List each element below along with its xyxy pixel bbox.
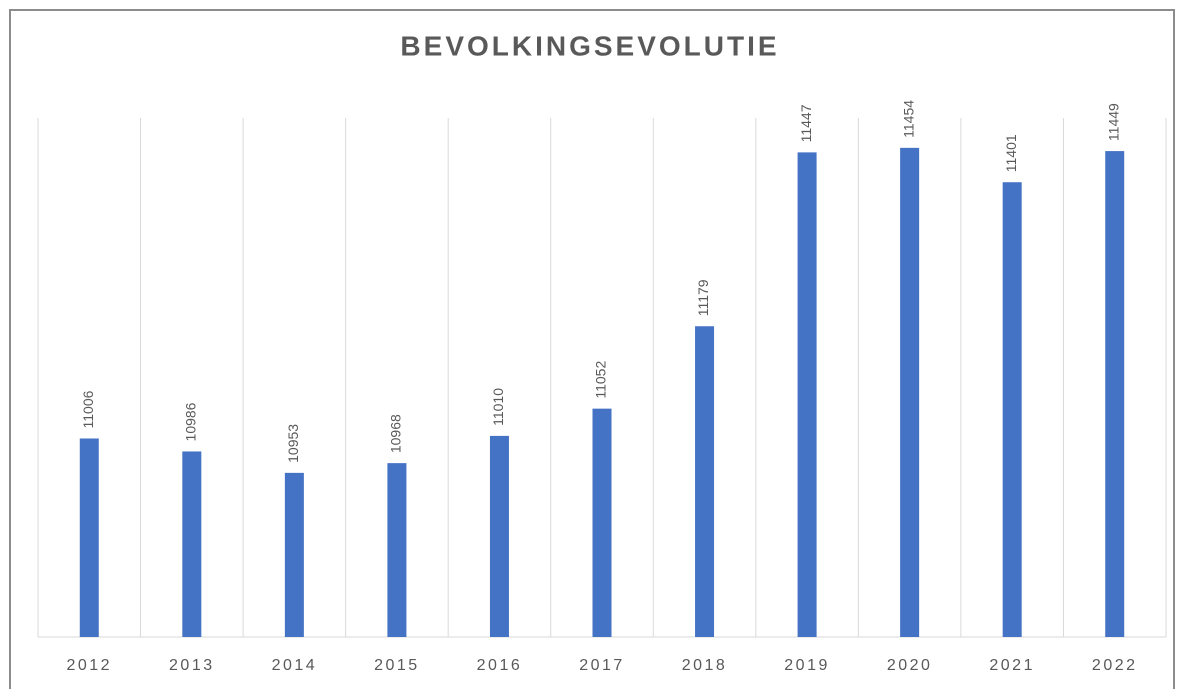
data-label: 11449 <box>1105 103 1121 141</box>
x-tick-label: 2016 <box>477 657 523 674</box>
x-tick-label: 2022 <box>1092 657 1138 674</box>
bar <box>182 451 202 637</box>
bar <box>79 438 99 637</box>
data-label: 11179 <box>695 279 711 316</box>
bar <box>797 152 817 638</box>
bar <box>489 435 509 637</box>
data-label: 10968 <box>388 414 404 453</box>
bar <box>1002 182 1022 637</box>
chart-title: BEVOLKINGSEVOLUTIE <box>400 30 779 61</box>
data-label: 11401 <box>1003 134 1019 172</box>
bar <box>695 326 715 637</box>
data-label: 11006 <box>80 390 96 428</box>
data-label: 10986 <box>183 402 199 441</box>
bar <box>1105 151 1125 637</box>
bar <box>284 472 304 637</box>
bar <box>387 463 407 637</box>
x-tick-label: 2013 <box>169 657 215 674</box>
x-tick-label: 2015 <box>374 657 420 674</box>
data-label: 11447 <box>798 104 814 142</box>
x-tick-label: 2012 <box>66 657 112 674</box>
data-label: 11052 <box>593 361 609 399</box>
bar <box>592 408 612 637</box>
data-label: 10953 <box>285 424 301 463</box>
x-tick-label: 2021 <box>989 657 1035 674</box>
x-tick-label: 2017 <box>579 657 625 674</box>
data-label: 11010 <box>490 388 506 426</box>
x-tick-label: 2019 <box>784 657 830 674</box>
x-tick-label: 2018 <box>682 657 728 674</box>
x-tick-label: 2020 <box>887 657 933 674</box>
data-label: 11454 <box>900 100 916 138</box>
x-tick-label: 2014 <box>272 657 318 674</box>
bar <box>900 147 920 637</box>
chart-frame <box>9 9 1175 689</box>
